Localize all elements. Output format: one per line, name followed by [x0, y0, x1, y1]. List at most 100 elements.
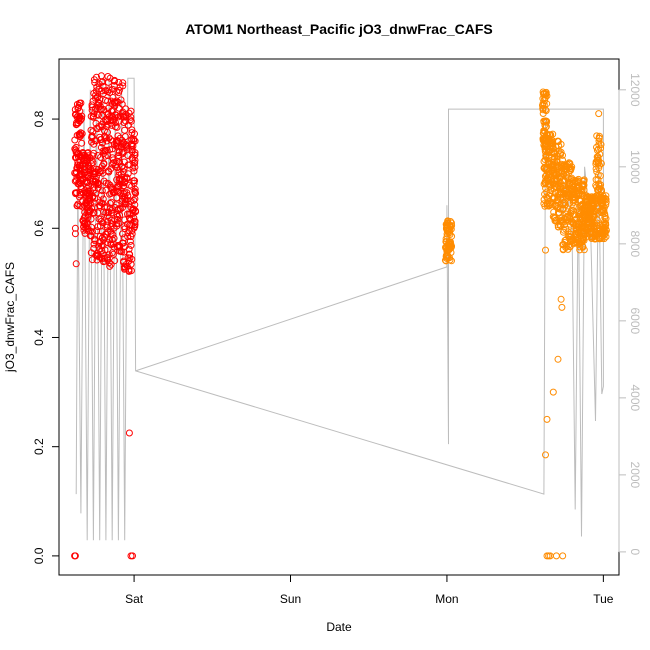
data-point: [442, 220, 450, 228]
data-point: [104, 104, 112, 112]
data-point: [574, 228, 582, 236]
data-point: [72, 190, 80, 198]
data-point: [560, 177, 568, 185]
data-point: [597, 181, 605, 189]
data-point: [100, 160, 108, 168]
data-point: [129, 552, 136, 560]
data-point: [539, 104, 547, 112]
data-point: [600, 207, 608, 215]
data-point: [559, 552, 567, 560]
data-point: [595, 137, 603, 145]
data-point: [126, 214, 134, 222]
right-y-tick-label: 8000: [628, 230, 642, 257]
data-point: [542, 135, 550, 143]
right-axis-line: [75, 77, 604, 541]
data-point: [122, 113, 130, 121]
data-point: [96, 133, 104, 141]
data-point: [552, 190, 560, 198]
chart-title: ATOM1 Northeast_Pacific jO3_dnwFrac_CAFS: [185, 21, 493, 37]
data-point: [444, 252, 452, 260]
data-point: [120, 179, 128, 187]
data-point: [101, 133, 109, 141]
data-point: [113, 176, 121, 184]
data-point: [557, 295, 565, 303]
data-point: [574, 223, 582, 231]
y-tick-label: 0.2: [32, 438, 46, 455]
data-point: [117, 96, 125, 104]
data-point: [543, 136, 551, 144]
data-point: [73, 119, 80, 127]
scatter-points: [71, 72, 610, 560]
data-point: [543, 188, 551, 196]
data-point: [121, 193, 129, 201]
data-point: [127, 260, 135, 268]
data-point: [115, 78, 123, 86]
data-point: [99, 200, 107, 207]
data-point: [580, 181, 588, 189]
data-point: [76, 202, 84, 210]
data-point: [554, 355, 562, 363]
data-point: [576, 240, 584, 248]
data-point: [75, 117, 83, 125]
data-point: [595, 135, 603, 142]
data-point: [122, 105, 130, 113]
data-point: [114, 132, 122, 140]
data-point: [120, 149, 127, 156]
right-y-tick-label: 0: [628, 549, 642, 556]
data-point: [88, 228, 96, 236]
data-point: [541, 145, 549, 153]
data-point: [443, 224, 451, 232]
data-point: [552, 552, 560, 560]
data-point: [542, 451, 549, 459]
data-point: [103, 221, 111, 229]
data-point: [111, 257, 119, 265]
data-point: [121, 265, 128, 273]
data-point: [108, 249, 116, 257]
right-y-axis: 0 2000 4000 6000 8000 10000 12000: [618, 73, 642, 556]
data-point: [565, 169, 572, 177]
data-point: [131, 159, 139, 167]
data-point: [90, 112, 97, 120]
data-point: [559, 228, 567, 236]
data-point: [102, 87, 110, 95]
data-point: [554, 193, 562, 201]
data-point: [558, 303, 566, 311]
data-point: [111, 216, 119, 224]
data-point: [539, 110, 547, 117]
data-point: [72, 260, 80, 268]
data-point: [92, 168, 100, 176]
data-point: [72, 143, 80, 151]
data-point: [120, 234, 128, 242]
data-point: [122, 141, 130, 149]
data-point: [560, 240, 567, 248]
data-point: [112, 97, 120, 105]
data-point: [123, 220, 131, 228]
data-point: [571, 211, 579, 219]
data-point: [131, 130, 138, 138]
data-point: [88, 138, 96, 146]
data-point: [569, 198, 577, 206]
x-tick-label: Tue: [593, 592, 614, 606]
data-point: [554, 223, 562, 231]
data-point: [595, 110, 603, 118]
data-point: [87, 215, 95, 223]
data-point: [72, 154, 80, 162]
data-point: [108, 236, 116, 244]
data-point: [553, 158, 561, 166]
data-point: [573, 215, 581, 223]
data-point: [89, 159, 97, 167]
data-point: [78, 139, 86, 147]
data-point: [593, 216, 601, 224]
data-point: [99, 250, 107, 258]
data-point: [102, 230, 110, 238]
data-point: [120, 164, 128, 172]
x-axis-title: Date: [326, 620, 352, 634]
data-point: [130, 177, 138, 185]
data-point: [121, 189, 129, 197]
data-point: [110, 234, 118, 242]
y-tick-label: 0.0: [32, 547, 46, 564]
data-point: [125, 250, 133, 258]
y-tick-label: 0.8: [32, 110, 46, 127]
data-point: [109, 231, 117, 239]
data-point: [120, 263, 128, 271]
